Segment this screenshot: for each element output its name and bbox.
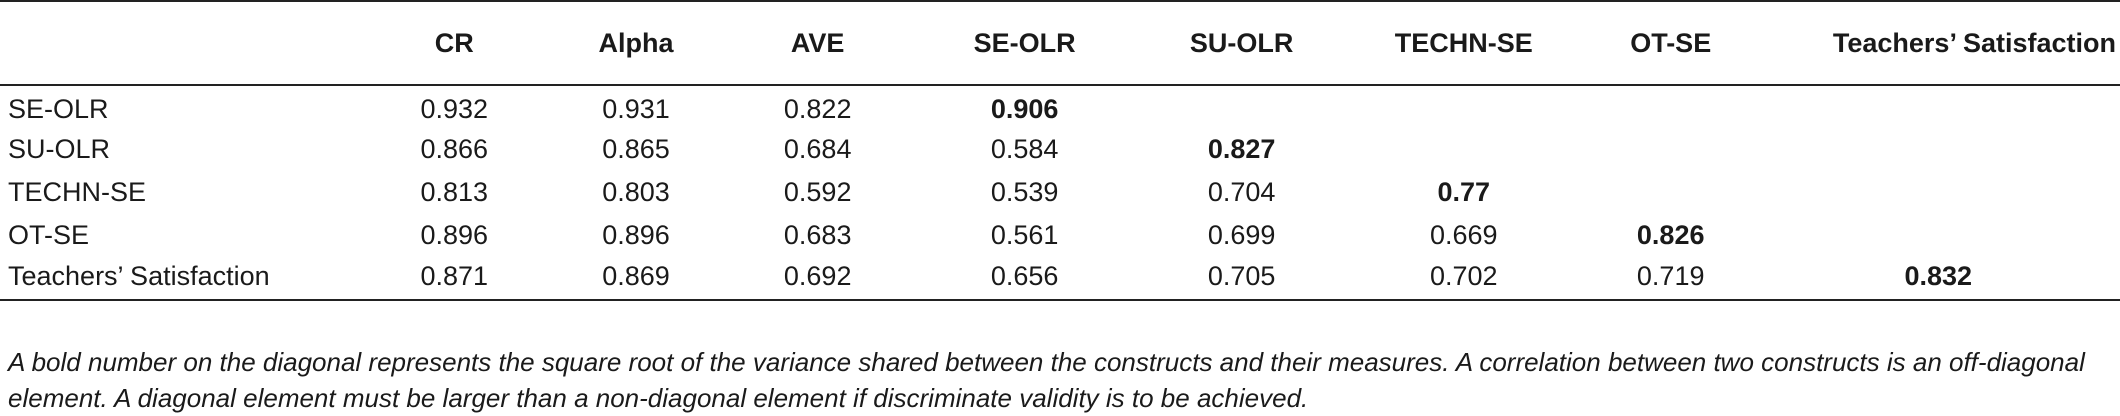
table-row: SE-OLR 0.932 0.931 0.822 0.906: [0, 85, 2120, 128]
cell-satisfaction: [1757, 171, 2120, 214]
cell-techn-se: 0.702: [1343, 257, 1585, 300]
cell-ave: 0.692: [727, 257, 909, 300]
cell-ot-se: 0.719: [1585, 257, 1757, 300]
header-se-olr: SE-OLR: [909, 1, 1141, 85]
row-label: Teachers’ Satisfaction: [0, 257, 363, 300]
cell-ave: 0.684: [727, 128, 909, 171]
header-teachers-satisfaction: Teachers’ Satisfaction: [1757, 1, 2120, 85]
cell-ave: 0.822: [727, 85, 909, 128]
cell-ot-se: [1585, 128, 1757, 171]
table-footnote: A bold number on the diagonal represents…: [8, 344, 2108, 416]
cell-alpha: 0.869: [545, 257, 727, 300]
table-row: TECHN-SE 0.813 0.803 0.592 0.539 0.704 0…: [0, 171, 2120, 214]
discriminant-validity-table: CR Alpha AVE SE-OLR SU-OLR TECHN-SE OT-S…: [0, 0, 2120, 301]
cell-su-olr-diagonal: 0.827: [1141, 128, 1343, 171]
cell-ot-se: [1585, 171, 1757, 214]
cell-satisfaction: [1757, 128, 2120, 171]
row-label: TECHN-SE: [0, 171, 363, 214]
table-row: Teachers’ Satisfaction 0.871 0.869 0.692…: [0, 257, 2120, 300]
cell-su-olr: [1141, 85, 1343, 128]
cell-satisfaction: [1757, 85, 2120, 128]
header-alpha: Alpha: [545, 1, 727, 85]
cell-su-olr: 0.704: [1141, 171, 1343, 214]
cell-cr: 0.871: [363, 257, 545, 300]
cell-ot-se-diagonal: 0.826: [1585, 214, 1757, 257]
header-ot-se: OT-SE: [1585, 1, 1757, 85]
table-row: SU-OLR 0.866 0.865 0.684 0.584 0.827: [0, 128, 2120, 171]
cell-se-olr: 0.561: [909, 214, 1141, 257]
header-row: CR Alpha AVE SE-OLR SU-OLR TECHN-SE OT-S…: [0, 1, 2120, 85]
cell-ot-se: [1585, 85, 1757, 128]
cell-su-olr: 0.705: [1141, 257, 1343, 300]
cell-cr: 0.896: [363, 214, 545, 257]
cell-alpha: 0.931: [545, 85, 727, 128]
cell-se-olr-diagonal: 0.906: [909, 85, 1141, 128]
cell-ave: 0.592: [727, 171, 909, 214]
table-row: OT-SE 0.896 0.896 0.683 0.561 0.699 0.66…: [0, 214, 2120, 257]
header-row-label: [0, 1, 363, 85]
header-su-olr: SU-OLR: [1141, 1, 1343, 85]
cell-techn-se-diagonal: 0.77: [1343, 171, 1585, 214]
cell-satisfaction: [1757, 214, 2120, 257]
cell-alpha: 0.896: [545, 214, 727, 257]
row-label: SE-OLR: [0, 85, 363, 128]
header-techn-se: TECHN-SE: [1343, 1, 1585, 85]
header-ave: AVE: [727, 1, 909, 85]
cell-alpha: 0.865: [545, 128, 727, 171]
cell-cr: 0.932: [363, 85, 545, 128]
cell-se-olr: 0.656: [909, 257, 1141, 300]
cell-ave: 0.683: [727, 214, 909, 257]
cell-techn-se: 0.669: [1343, 214, 1585, 257]
row-label: OT-SE: [0, 214, 363, 257]
cell-se-olr: 0.584: [909, 128, 1141, 171]
cell-techn-se: [1343, 85, 1585, 128]
validity-table-container: CR Alpha AVE SE-OLR SU-OLR TECHN-SE OT-S…: [0, 0, 2120, 301]
cell-cr: 0.813: [363, 171, 545, 214]
cell-alpha: 0.803: [545, 171, 727, 214]
cell-su-olr: 0.699: [1141, 214, 1343, 257]
cell-satisfaction-diagonal: 0.832: [1757, 257, 2120, 300]
row-label: SU-OLR: [0, 128, 363, 171]
header-cr: CR: [363, 1, 545, 85]
cell-se-olr: 0.539: [909, 171, 1141, 214]
cell-techn-se: [1343, 128, 1585, 171]
cell-cr: 0.866: [363, 128, 545, 171]
